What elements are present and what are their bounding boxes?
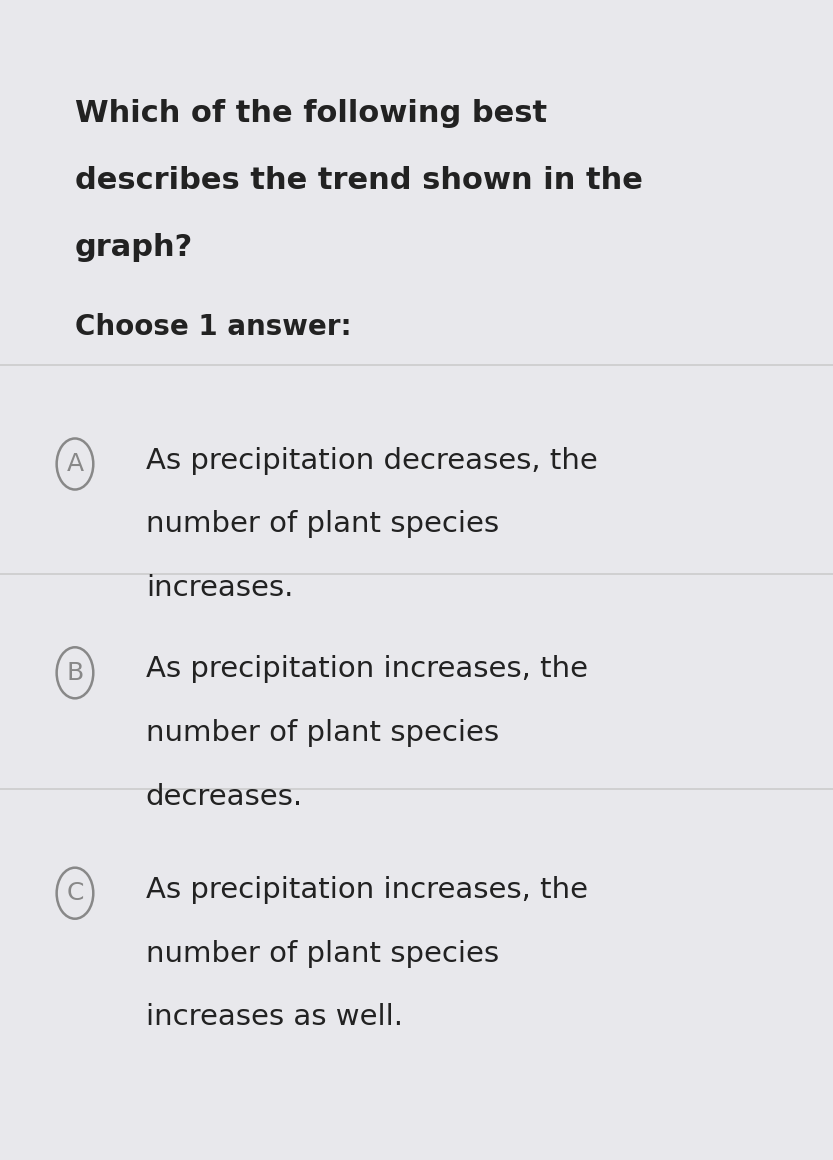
Text: A: A	[67, 452, 83, 476]
Text: Which of the following best: Which of the following best	[75, 99, 547, 128]
Text: increases.: increases.	[146, 574, 293, 602]
Text: Choose 1 answer:: Choose 1 answer:	[75, 313, 352, 341]
Text: C: C	[67, 882, 83, 905]
Text: As precipitation increases, the: As precipitation increases, the	[146, 655, 588, 683]
Text: describes the trend shown in the: describes the trend shown in the	[75, 166, 643, 195]
Text: B: B	[67, 661, 83, 684]
Text: decreases.: decreases.	[146, 783, 303, 811]
Text: number of plant species: number of plant species	[146, 510, 499, 538]
Text: number of plant species: number of plant species	[146, 719, 499, 747]
Text: increases as well.: increases as well.	[146, 1003, 403, 1031]
Text: As precipitation decreases, the: As precipitation decreases, the	[146, 447, 597, 474]
Text: graph?: graph?	[75, 233, 193, 262]
Text: As precipitation increases, the: As precipitation increases, the	[146, 876, 588, 904]
Text: number of plant species: number of plant species	[146, 940, 499, 967]
